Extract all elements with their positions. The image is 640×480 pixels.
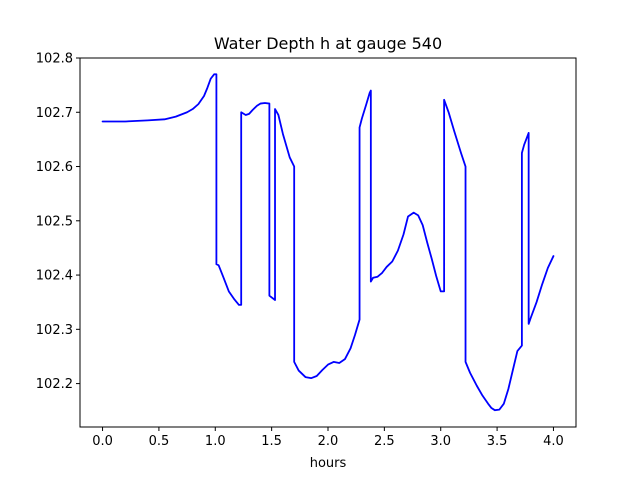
x-tick-label: 0.5 [149, 434, 170, 449]
y-tick-label: 102.2 [36, 377, 73, 392]
y-tick-label: 102.7 [36, 106, 73, 121]
y-tick-label: 102.5 [36, 214, 73, 229]
x-tick-label: 3.5 [487, 434, 508, 449]
y-tick-label: 102.6 [36, 160, 73, 175]
y-tick-label: 102.3 [36, 323, 73, 338]
x-tick-label: 1.0 [205, 434, 226, 449]
x-tick-label: 2.5 [374, 434, 395, 449]
y-tick-label: 102.4 [36, 269, 73, 284]
x-tick-label: 4.0 [543, 434, 564, 449]
y-tick-label: 102.8 [36, 52, 73, 67]
x-tick-label: 1.5 [261, 434, 282, 449]
chart-title: Water Depth h at gauge 540 [214, 34, 442, 53]
series-layer [101, 73, 555, 412]
y-axis-ticks: 102.2 102.3 102.4 102.5 102.6 102.7 102.8 [36, 52, 80, 392]
x-axis-ticks: 0.0 0.5 1.0 1.5 2.0 2.5 3.0 3.5 4.0 [92, 427, 564, 449]
x-tick-label: 0.0 [92, 434, 113, 449]
x-tick-label: 3.0 [430, 434, 451, 449]
x-tick-label: 2.0 [318, 434, 339, 449]
x-axis-label: hours [310, 456, 347, 471]
series-line-0 [101, 73, 555, 412]
